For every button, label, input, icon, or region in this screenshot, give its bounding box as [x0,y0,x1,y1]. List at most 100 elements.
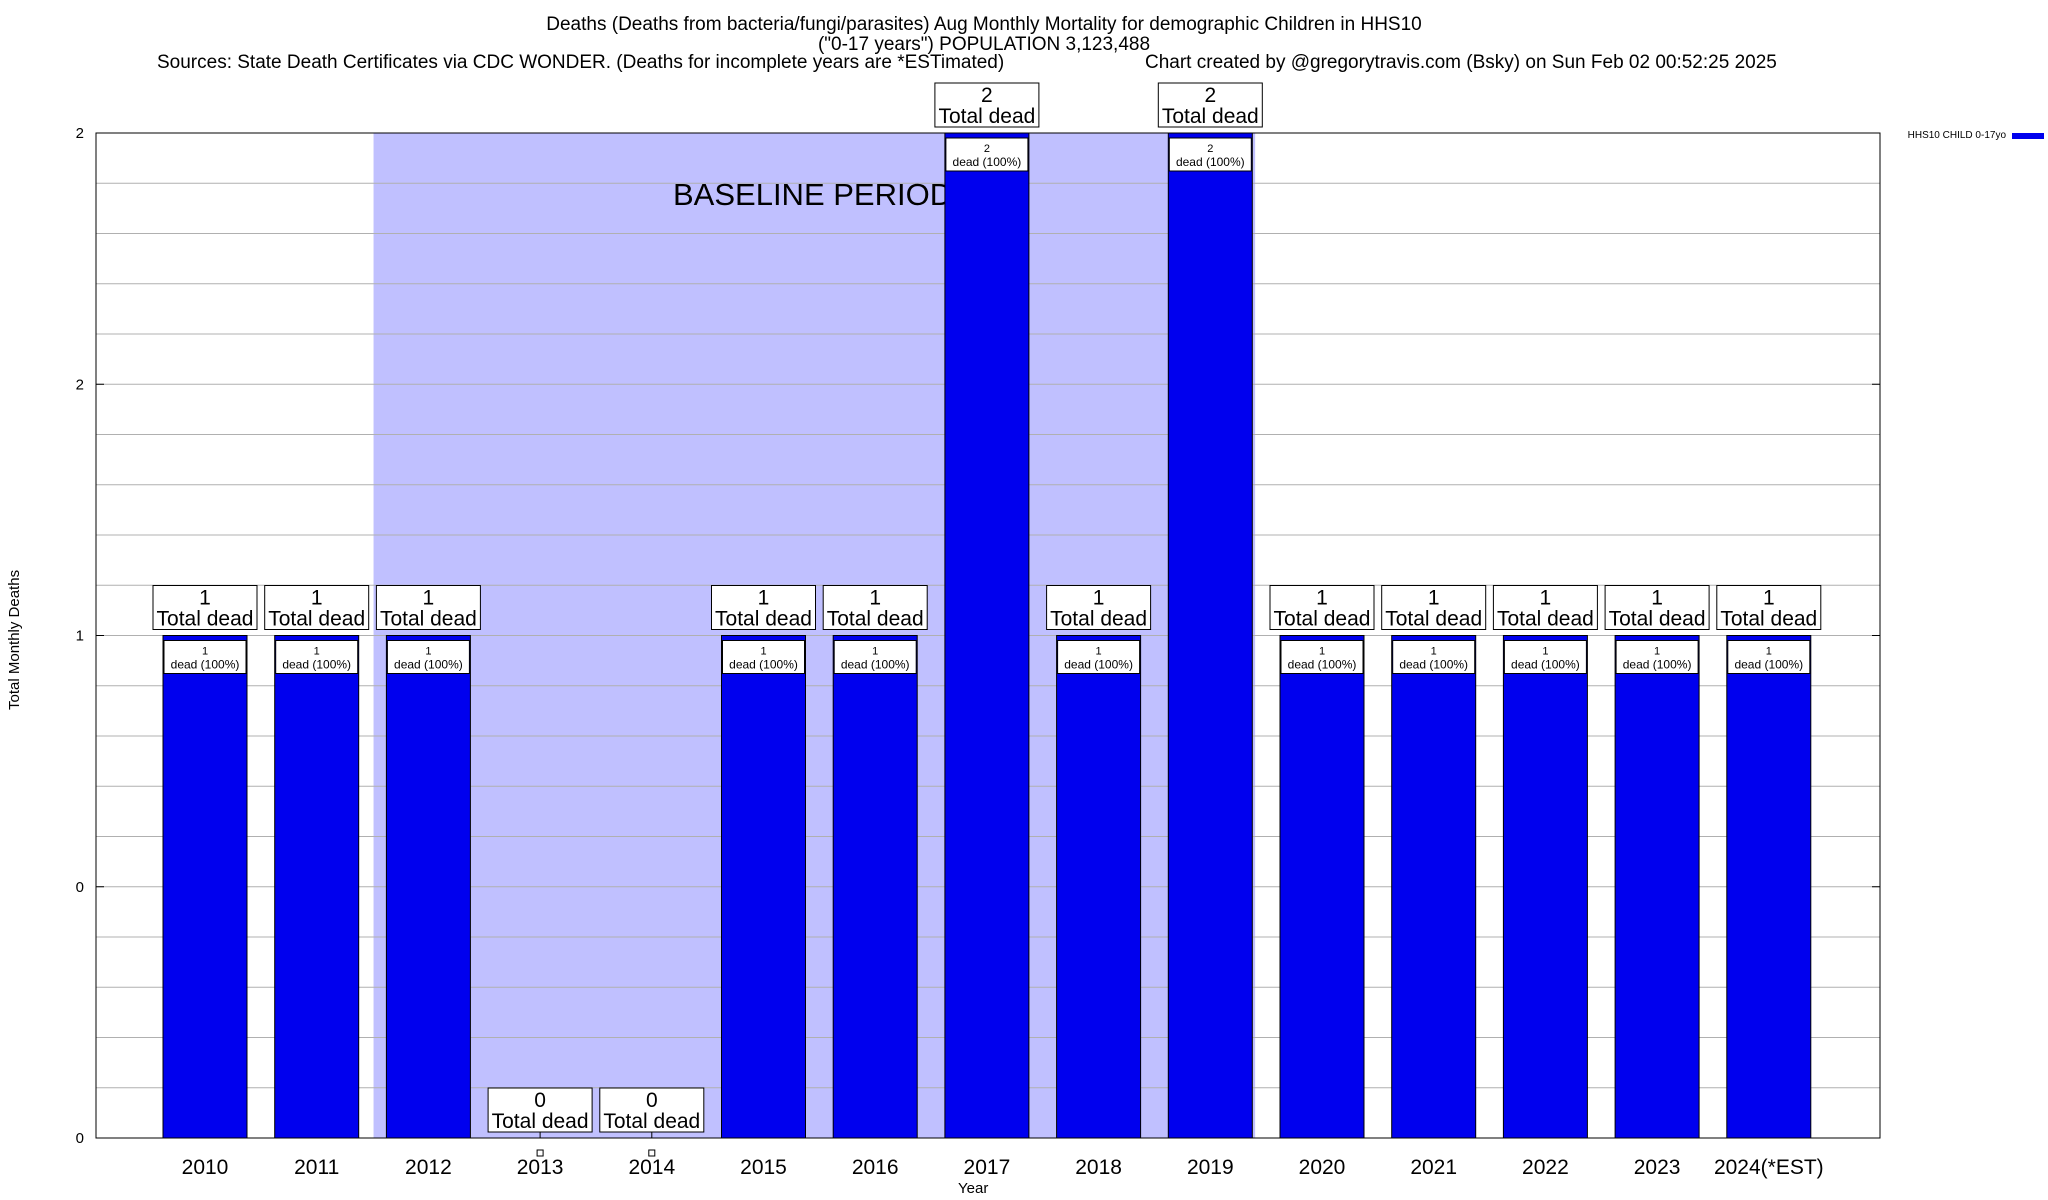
bar [274,635,360,1139]
total-label-box [1716,585,1822,630]
y-tick-label: 0 [76,879,84,896]
total-label-box [599,1087,705,1133]
total-label-text: Total dead [492,1110,589,1133]
total-label-value: 1 [1540,587,1552,610]
total-label-text: Total dead [715,608,812,631]
total-label-value: 1 [1093,587,1105,610]
total-label-value: 2 [981,84,993,107]
x-tick-label: 2014 [628,1156,675,1179]
bar-inner-label-value: 1 [202,646,208,658]
bar-inner-label-box [1503,640,1587,674]
bar [1726,635,1812,1139]
chart-title-line-2: ("0-17 years") POPULATION 3,123,488 [817,34,1151,55]
total-label-box [487,1087,593,1133]
bar-inner-label-text: dead (100%) [1176,155,1245,169]
bar-inner-label-text: dead (100%) [1734,658,1803,672]
y-tick-label: 2 [76,376,84,393]
bar [1391,635,1477,1139]
total-label-value: 0 [646,1089,658,1112]
total-label-value: 1 [1428,587,1440,610]
bar-inner-label-value: 1 [1431,646,1437,658]
x-tick-label: 2020 [1299,1156,1346,1179]
chart-credit: Chart created by @gregorytravis.com (Bsk… [1145,52,1777,73]
bar-inner-label-box [833,640,917,674]
total-label-value: 1 [1651,587,1663,610]
bar-inner-label-text: dead (100%) [1288,658,1357,672]
total-label-text: Total dead [1274,608,1371,631]
bar [1614,635,1700,1139]
y-tick-label: 0 [76,1130,84,1147]
baseline-period-label: BASELINE PERIOD [673,177,952,212]
x-tick-label: 2019 [1187,1156,1234,1179]
total-label-value: 1 [758,587,770,610]
bar [1167,132,1253,1139]
total-label-value: 1 [1763,587,1775,610]
x-tick-label: 2018 [1075,1156,1122,1179]
x-tick-label: 2012 [405,1156,452,1179]
total-label-box [1604,585,1710,630]
bar-inner-label-value: 1 [1542,646,1548,658]
zero-marker [536,1149,544,1157]
total-label-text: Total dead [827,608,924,631]
x-tick-label: 2015 [740,1156,787,1179]
bar-inner-label-value: 1 [425,646,431,658]
total-label-text: Total dead [1385,608,1482,631]
total-label-text: Total dead [380,608,477,631]
bar-inner-label-box [722,640,805,674]
bar-inner-label-value: 1 [1096,646,1102,658]
bar-inner-label-text: dead (100%) [394,658,463,672]
chart-subtitle-row: Sources: State Death Certificates via CD… [0,53,2048,75]
x-tick-label: 2010 [182,1156,229,1179]
bar-inner-label-value: 1 [760,646,766,658]
bar [721,635,806,1139]
total-label-text: Total dead [157,608,254,631]
total-label-box [1492,585,1598,630]
bar-inner-label-box [386,640,470,674]
bar [944,132,1030,1139]
bar-inner-label-value: 2 [1207,143,1213,155]
total-label-value: 1 [1316,587,1328,610]
bar [1056,635,1142,1139]
x-tick-label: 2024(*EST) [1714,1156,1824,1179]
total-label-box [1381,585,1487,630]
total-label-box [1269,585,1375,630]
total-label-value: 1 [869,587,881,610]
bar-inner-label-box [163,640,247,674]
total-label-text: Total dead [1497,608,1594,631]
bar-inner-label-value: 1 [1654,646,1660,658]
total-label-box [1046,585,1152,630]
y-tick-label: 2 [76,125,84,142]
total-label-value: 1 [311,587,323,610]
bar-inner-label-box [1727,640,1811,674]
bar-inner-label-text: dead (100%) [1511,658,1580,672]
bar-inner-label-value: 2 [984,143,990,155]
total-label-box [1157,82,1263,128]
bar-inner-label-text: dead (100%) [729,658,798,672]
bar [1279,635,1365,1139]
bar [832,635,918,1139]
total-label-value: 1 [199,587,211,610]
bar [1502,635,1588,1139]
legend-label: HHS10 CHILD 0-17yo [1907,130,2006,141]
bar-inner-label-box [1057,640,1141,674]
bar-inner-label-text: dead (100%) [841,658,910,672]
x-tick-label: 2023 [1634,1156,1681,1179]
bar-inner-label-text: dead (100%) [171,658,240,672]
bar-inner-label-text: dead (100%) [1064,658,1133,672]
total-label-box [264,585,370,630]
bar-inner-label-value: 1 [872,646,878,658]
chart-title-line-1: Deaths (Deaths from bacteria/fungi/paras… [546,14,1422,35]
x-tick-label: 2017 [964,1156,1011,1179]
legend-swatch [2012,132,2044,139]
total-label-value: 2 [1204,84,1216,107]
bar-inner-label-value: 1 [1766,646,1772,658]
bar-inner-label-text: dead (100%) [1623,658,1692,672]
bar-inner-label-text: dead (100%) [1399,658,1468,672]
total-label-text: Total dead [268,608,365,631]
x-tick-label: 2021 [1410,1156,1457,1179]
bar-inner-label-box [1615,640,1699,674]
total-label-text: Total dead [938,105,1035,128]
bar-inner-label-box [275,640,359,674]
legend: HHS10 CHILD 0-17yo [1908,130,2044,141]
bar-inner-label-text: dead (100%) [953,155,1022,169]
